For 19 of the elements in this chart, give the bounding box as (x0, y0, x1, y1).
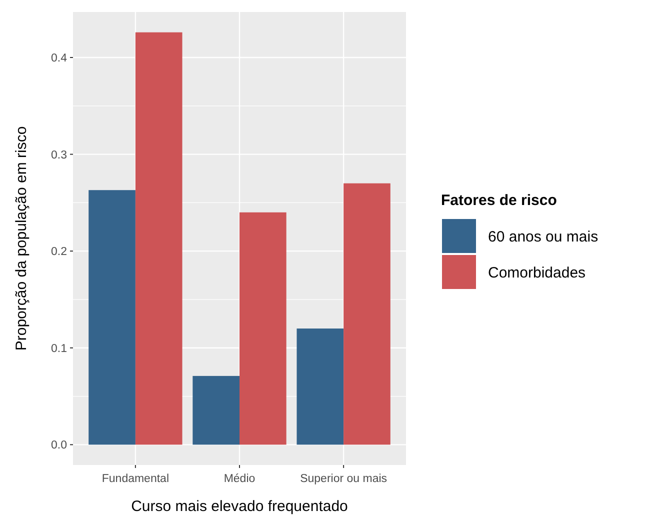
x-tick-label: Médio (224, 473, 256, 485)
x-axis-title: Curso mais elevado frequentado (131, 498, 348, 515)
bar (88, 190, 136, 445)
bar (135, 32, 182, 445)
y-tick-label: 0.2 (51, 246, 67, 258)
x-tick-label: Superior ou mais (300, 473, 388, 485)
legend-title: Fatores de risco (441, 192, 557, 209)
y-tick-label: 0.1 (51, 342, 67, 355)
legend-label: 60 anos ou mais (488, 228, 598, 246)
bar (344, 183, 390, 445)
bar (296, 328, 344, 445)
bar (192, 376, 240, 445)
y-tick-label: 0.0 (51, 440, 67, 452)
y-tick-label: 0.3 (51, 149, 67, 162)
x-tick-label: Fundamental (102, 473, 169, 485)
bar (240, 212, 286, 445)
legend-label: Comorbidades (488, 264, 586, 282)
y-tick-label: 0.4 (51, 52, 68, 65)
y-axis-title: Proporção da população em risco (13, 126, 30, 351)
